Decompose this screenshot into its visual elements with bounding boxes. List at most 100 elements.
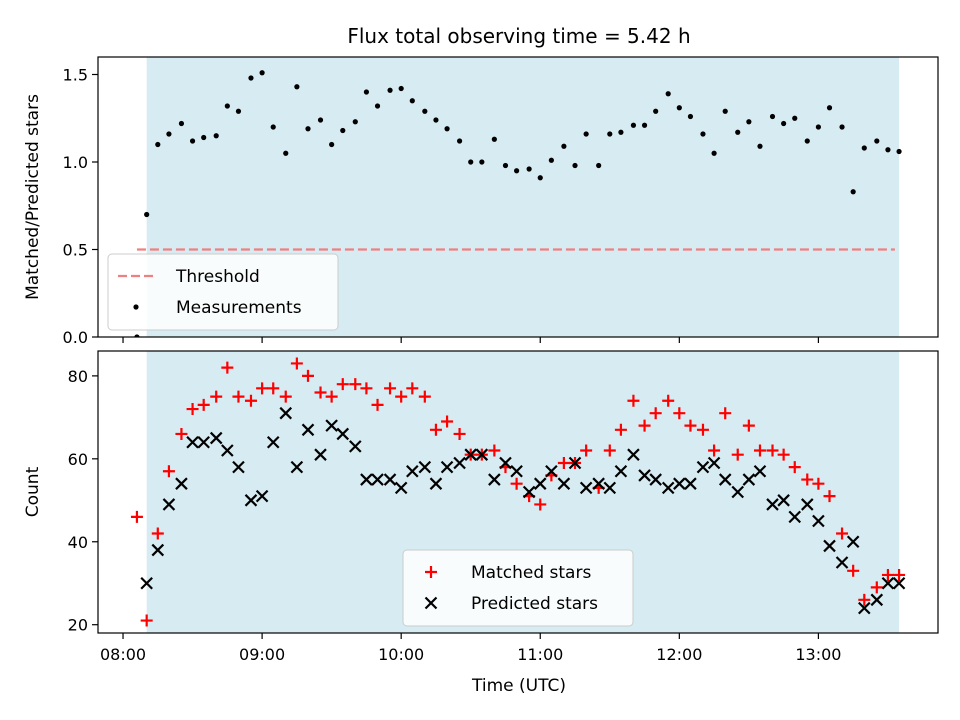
data-point — [491, 136, 497, 142]
matched-star-marker — [151, 527, 164, 540]
legend-marker — [425, 566, 437, 578]
data-point — [885, 147, 891, 153]
predicted-star-marker — [266, 435, 280, 449]
y-tick-label: 80 — [68, 367, 88, 386]
data-point — [618, 129, 624, 135]
data-point — [630, 122, 637, 128]
matched-star-marker — [140, 614, 153, 627]
data-point — [213, 133, 219, 139]
matched-star-marker — [314, 386, 327, 399]
data-point — [201, 134, 207, 141]
matched-star-marker — [788, 461, 801, 474]
predicted-star-marker — [673, 477, 686, 490]
predicted-star-marker — [232, 460, 245, 474]
matched-star-marker — [614, 423, 627, 436]
legend: Matched stars Predicted stars — [402, 549, 634, 627]
matched-star-marker — [649, 407, 662, 420]
predicted-star-marker — [696, 460, 710, 474]
matched-star-marker — [696, 423, 709, 436]
matched-star-marker — [349, 378, 362, 391]
predicted-star-marker — [579, 481, 593, 495]
data-point — [861, 145, 867, 151]
predicted-star-marker — [406, 464, 419, 478]
predicted-star-marker — [823, 539, 836, 553]
matched-star-marker — [893, 568, 906, 581]
matched-star-marker — [244, 394, 257, 407]
predicted-star-marker — [325, 419, 338, 432]
data-point — [700, 131, 706, 137]
predicted-star-marker — [394, 481, 408, 495]
matched-star-marker — [360, 382, 373, 395]
predicted-star-marker — [545, 464, 558, 478]
matched-star-marker — [418, 390, 431, 403]
predicted-star-marker — [627, 448, 640, 461]
matched-star-marker — [870, 581, 883, 594]
predicted-star-marker — [835, 556, 849, 569]
matched-star-marker — [453, 427, 466, 440]
predicted-star-marker — [870, 593, 884, 607]
matched-star-marker — [708, 444, 721, 457]
matched-star-marker — [441, 415, 454, 428]
matched-star-marker — [662, 394, 675, 407]
predicted-star-marker — [742, 473, 756, 486]
predicted-star-marker — [753, 464, 767, 478]
matched-star-marker — [162, 465, 175, 478]
data-point — [607, 131, 613, 137]
data-point — [502, 162, 509, 169]
predicted-star-marker — [499, 456, 512, 470]
predicted-star-marker — [440, 460, 454, 474]
matched-star-marker — [371, 398, 384, 411]
data-point — [144, 211, 150, 218]
data-point — [850, 189, 856, 195]
predicted-star-marker — [279, 406, 293, 420]
legend: Threshold Measurements — [107, 253, 339, 331]
data-point — [166, 131, 172, 137]
series-measurements — [134, 70, 902, 337]
predicted-star-marker — [255, 489, 269, 503]
data-point — [561, 143, 567, 149]
data-point — [155, 141, 161, 148]
data-point — [641, 122, 648, 128]
predicted-star-marker — [197, 435, 210, 449]
data-point — [735, 129, 741, 135]
data-point — [248, 75, 254, 81]
predicted-star-marker — [522, 485, 536, 499]
ratio-panel: 0.0 0.5 1.0 1.5 Matched/Predicted stars Thres… — [23, 56, 939, 347]
legend-box — [402, 549, 634, 627]
matched-star-marker — [210, 390, 223, 403]
matched-star-marker — [731, 448, 744, 461]
predicted-star-marker — [846, 535, 860, 549]
data-point — [189, 138, 196, 144]
data-point — [294, 84, 300, 90]
predicted-star-marker — [777, 494, 790, 507]
data-point — [804, 138, 810, 144]
data-point — [305, 126, 311, 132]
x-axis-label: Time (UTC) — [471, 676, 566, 696]
predicted-star-marker — [718, 473, 732, 486]
predicted-star-marker — [533, 477, 547, 490]
predicted-star-marker — [221, 444, 234, 457]
matched-star-marker — [627, 394, 640, 407]
predicted-star-marker — [418, 460, 432, 474]
matched-star-marker — [753, 444, 766, 457]
data-point — [363, 89, 370, 95]
matched-star-marker — [384, 382, 397, 395]
predicted-star-marker — [649, 473, 662, 486]
data-point — [479, 159, 485, 165]
x-tick-label: 10:00 — [378, 645, 424, 664]
data-point — [722, 108, 728, 114]
predicted-star-marker — [336, 427, 350, 441]
matched-star-marker — [881, 568, 894, 581]
predicted-star-marker — [290, 460, 304, 474]
predicted-star-marker — [429, 477, 443, 490]
matched-star-marker — [638, 419, 651, 432]
predicted-star-marker — [151, 543, 165, 557]
data-point — [270, 124, 276, 130]
predicted-star-marker — [162, 498, 176, 511]
data-point — [433, 117, 439, 123]
predicted-star-marker — [788, 510, 802, 524]
data-point — [792, 115, 798, 121]
matched-star-marker — [302, 369, 314, 382]
count-panel: 20 40 60 80 08:00 09:00 10:00 11:00 12:00 13:00 Co… — [23, 350, 939, 664]
data-point — [815, 124, 821, 130]
